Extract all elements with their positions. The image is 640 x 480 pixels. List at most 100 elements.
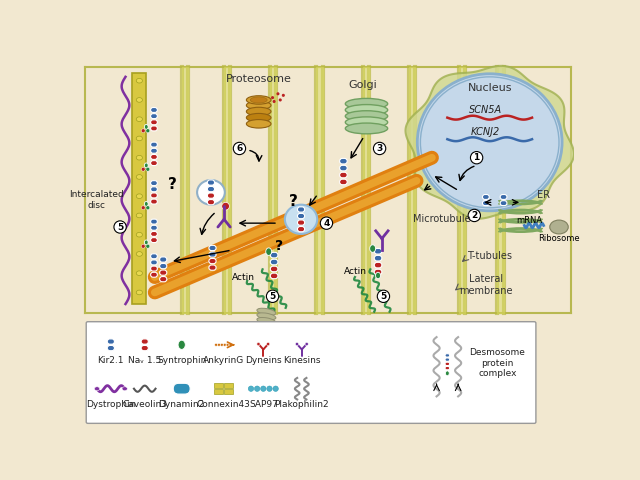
Ellipse shape [145,240,148,245]
Ellipse shape [346,117,388,128]
Text: 1: 1 [474,153,480,162]
Bar [224,389,232,394]
Text: complex: complex [478,369,516,378]
FancyBboxPatch shape [374,249,382,254]
Circle shape [141,168,145,171]
Text: KCNJ2: KCNJ2 [471,127,500,136]
Ellipse shape [246,107,271,116]
Text: Caveolin3: Caveolin3 [122,399,167,408]
FancyBboxPatch shape [207,186,214,192]
Text: 5: 5 [117,223,124,231]
Circle shape [468,209,481,222]
Ellipse shape [257,317,276,324]
Circle shape [320,217,333,229]
FancyBboxPatch shape [150,155,157,159]
Circle shape [267,386,272,391]
FancyBboxPatch shape [108,339,115,344]
FancyBboxPatch shape [150,238,157,242]
FancyBboxPatch shape [207,200,214,205]
Circle shape [273,386,278,391]
FancyBboxPatch shape [374,269,382,275]
Text: Proteosome: Proteosome [226,74,292,84]
FancyBboxPatch shape [209,252,216,257]
Circle shape [141,129,145,132]
FancyBboxPatch shape [445,362,450,366]
Text: 5: 5 [380,292,387,301]
FancyBboxPatch shape [150,199,157,204]
Ellipse shape [420,77,559,208]
Ellipse shape [136,252,143,256]
Circle shape [373,142,386,155]
FancyBboxPatch shape [340,158,348,164]
Circle shape [114,221,126,233]
Circle shape [266,290,279,302]
FancyBboxPatch shape [150,219,157,224]
FancyBboxPatch shape [445,358,450,361]
FancyBboxPatch shape [207,193,214,198]
Ellipse shape [136,271,143,276]
Ellipse shape [145,163,148,168]
Text: Nucleus: Nucleus [467,84,512,94]
FancyBboxPatch shape [150,142,157,147]
FancyBboxPatch shape [298,220,305,225]
Circle shape [146,244,150,248]
Circle shape [146,129,150,132]
Text: protein: protein [481,359,513,368]
Ellipse shape [145,202,148,206]
Ellipse shape [94,387,100,391]
Circle shape [276,92,280,96]
Circle shape [214,343,218,346]
Ellipse shape [122,387,127,391]
Circle shape [141,206,145,210]
Ellipse shape [136,78,143,83]
Ellipse shape [376,272,381,279]
Circle shape [226,343,229,346]
Ellipse shape [136,213,143,218]
Ellipse shape [445,371,449,376]
Text: Connexin43: Connexin43 [196,399,250,408]
Circle shape [218,343,220,346]
Ellipse shape [257,313,276,320]
FancyBboxPatch shape [150,114,157,119]
FancyBboxPatch shape [159,257,167,262]
Text: Syntrophin: Syntrophin [157,356,206,365]
Circle shape [266,342,270,346]
Ellipse shape [417,74,562,211]
Text: Microtubule: Microtubule [413,214,470,224]
Text: Intercalated
disc: Intercalated disc [70,191,124,210]
Ellipse shape [285,204,317,234]
Circle shape [146,206,150,210]
FancyBboxPatch shape [270,252,278,258]
FancyBboxPatch shape [374,255,382,261]
Text: Lateral
membrane: Lateral membrane [459,274,513,296]
Ellipse shape [246,120,271,128]
Circle shape [273,100,276,103]
FancyBboxPatch shape [298,214,305,219]
FancyBboxPatch shape [150,225,157,230]
Ellipse shape [136,156,143,160]
Text: 3: 3 [376,144,383,153]
Text: ER: ER [537,190,550,200]
Text: Dyneins: Dyneins [245,356,282,365]
Circle shape [305,342,308,346]
Bar [214,389,223,394]
FancyBboxPatch shape [150,120,157,125]
Text: Actin: Actin [232,273,255,282]
Ellipse shape [145,124,148,129]
Ellipse shape [246,96,271,104]
Text: 2: 2 [471,211,477,220]
Ellipse shape [346,123,388,134]
Text: AnkyrinG: AnkyrinG [203,356,244,365]
Bar [214,384,223,388]
Text: ?: ? [168,177,177,192]
Ellipse shape [136,117,143,121]
Circle shape [470,152,483,164]
FancyBboxPatch shape [270,266,278,272]
Ellipse shape [246,101,271,109]
FancyBboxPatch shape [150,180,157,186]
Circle shape [223,343,226,346]
FancyBboxPatch shape [150,193,157,198]
Ellipse shape [136,175,143,179]
Polygon shape [406,66,574,219]
FancyBboxPatch shape [270,273,278,279]
